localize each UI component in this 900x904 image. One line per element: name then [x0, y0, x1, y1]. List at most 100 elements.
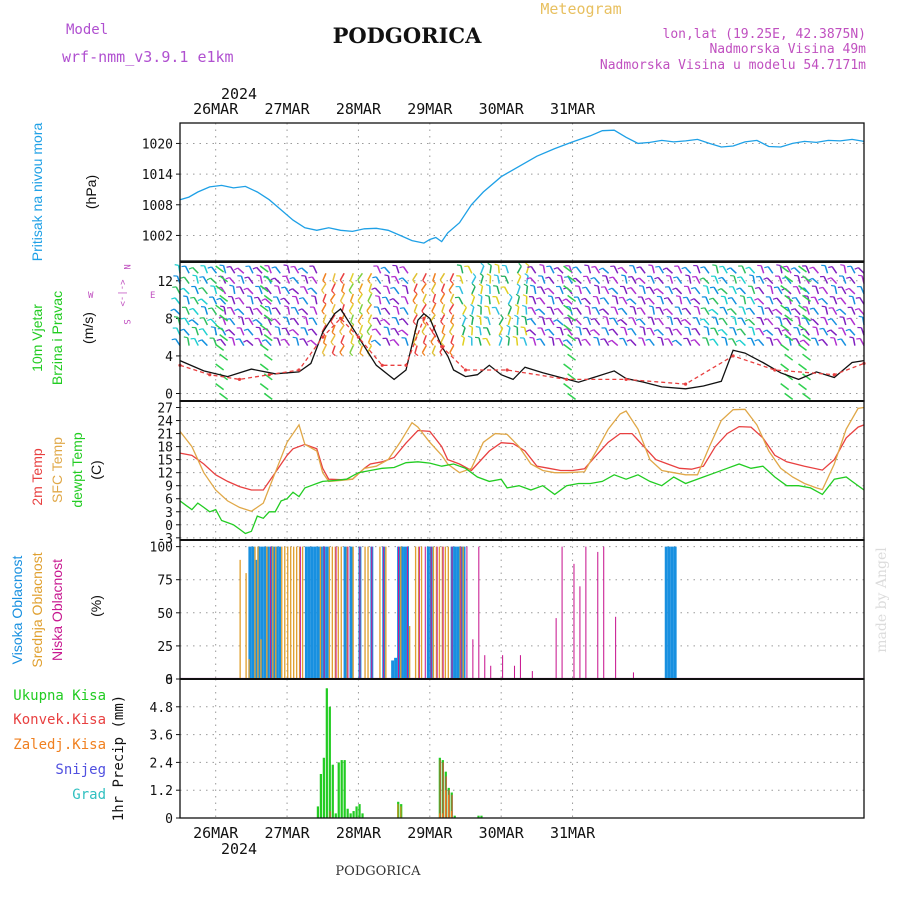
lonlat-label: lon,lat (19.25E, 42.3875N) — [663, 27, 867, 42]
wind-barb-flag — [384, 275, 388, 276]
wind-barb-flag — [776, 265, 780, 266]
wind-barb-flag — [829, 308, 833, 309]
sfc-temp-ylabel: SFC Temp — [49, 437, 65, 503]
high-cloud-bar — [674, 547, 677, 679]
total-precip-bar — [355, 806, 357, 818]
wind-barb-flag — [847, 318, 851, 319]
top-date-30mar: 30MAR — [479, 100, 525, 118]
wind-barb-flag — [767, 286, 771, 287]
temperature-tick-label: 3 — [165, 506, 173, 521]
total-precip-bar — [350, 813, 352, 818]
mid-cloud-bar — [290, 547, 291, 679]
compass-arrows: <-|-> — [117, 279, 127, 307]
wind-tick-label: 8 — [165, 312, 173, 327]
wind-barb-flag — [275, 327, 279, 328]
wind-barb — [481, 296, 482, 304]
cloud-tick-label: 100 — [150, 541, 173, 556]
high-cloud-bar — [394, 658, 397, 679]
mid-cloud-bar — [338, 547, 339, 679]
wind-speed-point — [297, 368, 300, 371]
cloud-unit: (%) — [88, 595, 104, 617]
wind-barb — [489, 296, 490, 304]
wind-barb — [499, 265, 500, 273]
wind-barb-flag — [175, 265, 179, 266]
mid-cloud-bar — [445, 547, 446, 679]
wind-barb-flag — [256, 275, 260, 276]
wind-speed-point — [684, 382, 687, 385]
model-name: wrf-nmm_v3.9.1 e1km — [62, 48, 234, 66]
mid-cloud-bar — [433, 547, 434, 679]
frozen-precip-bar — [445, 790, 446, 818]
mid-cloud-bar — [320, 547, 321, 679]
mid-cloud-bar — [275, 547, 276, 679]
temperature-tick-label: 24 — [157, 415, 173, 430]
wind-barb-flag — [281, 287, 285, 288]
mid-cloud-bar — [352, 547, 353, 679]
mid-cloud-bar — [439, 547, 440, 679]
compass-east: E — [150, 291, 155, 301]
bottom-date-31mar: 31MAR — [550, 824, 596, 842]
low-cloud-bar — [514, 666, 515, 679]
wind-barb-flag — [701, 308, 705, 309]
wind-barb-flag — [612, 296, 616, 297]
mid-cloud-bar — [281, 547, 282, 679]
top-date-31mar: 31MAR — [550, 100, 596, 118]
wind-barb-flag — [220, 306, 224, 307]
low-cloud-bar — [603, 547, 604, 679]
precip-panel: 01.22.43.64.86 — [150, 673, 864, 827]
low-cloud-ylabel: Niska Oblacnost — [49, 559, 65, 661]
wind-barb-flag — [657, 337, 661, 338]
mid-cloud-bar — [260, 639, 261, 679]
wind-barb-flag — [792, 339, 796, 340]
low-cloud-bar — [520, 655, 521, 679]
mid-cloud-bar — [257, 547, 258, 679]
wind-speed-point — [268, 373, 271, 376]
temperature-tick-label: 12 — [157, 467, 173, 482]
low-cloud-bar — [443, 547, 444, 679]
temperature-tick-label: 0 — [165, 519, 173, 534]
high-cloud-bar — [350, 547, 353, 679]
meteogram-label: Meteogram — [540, 0, 621, 18]
low-cloud-bar — [460, 547, 461, 679]
cloud-tick-label: 50 — [157, 607, 173, 622]
temperature-unit: (C) — [88, 460, 104, 479]
wind-barb-flag — [302, 317, 306, 318]
wind-barb-flag — [236, 339, 240, 340]
wind-barb-flag — [812, 327, 816, 328]
wind-barb-flag — [849, 337, 853, 338]
top-date-27mar: 27MAR — [264, 100, 310, 118]
total-precip-bar — [341, 760, 343, 818]
wind-barb-flag — [840, 265, 844, 266]
wind-barb-flag — [619, 297, 623, 298]
mid-cloud-bar — [421, 547, 422, 679]
wind-barb-flag — [648, 265, 652, 266]
low-cloud-bar — [431, 547, 432, 679]
low-cloud-bar — [437, 547, 438, 679]
wind-barb-flag — [594, 285, 598, 286]
total-precip-bar — [332, 765, 334, 818]
wind-compass: N <-|-> W E S — [88, 264, 155, 324]
wind-barb-flag — [528, 308, 532, 309]
wind-barb-flag — [247, 296, 251, 297]
high-cloud-bar — [454, 547, 457, 679]
high-cloud-bar — [457, 547, 460, 679]
low-cloud-bar — [359, 547, 360, 679]
wind-barb-flag — [564, 277, 568, 278]
wind-barb — [527, 286, 528, 294]
bottom-date-28mar: 28MAR — [336, 824, 382, 842]
wind-barb-flag — [610, 318, 614, 319]
wind-barb-flag — [703, 286, 707, 287]
low-cloud-bar — [502, 655, 503, 679]
compass-north: N — [121, 264, 131, 269]
wind-barb-flag — [475, 337, 479, 338]
mid-cloud-bar — [284, 547, 285, 679]
wind-ylabel-2: Brzina i Pravac — [49, 291, 65, 385]
bottom-date-29mar: 29MAR — [407, 824, 453, 842]
bottom-date-27mar: 27MAR — [264, 824, 310, 842]
wind-barb-flag — [372, 277, 376, 278]
pressure-tick-label: 1014 — [142, 168, 173, 183]
wind-barb-flag — [311, 296, 315, 297]
